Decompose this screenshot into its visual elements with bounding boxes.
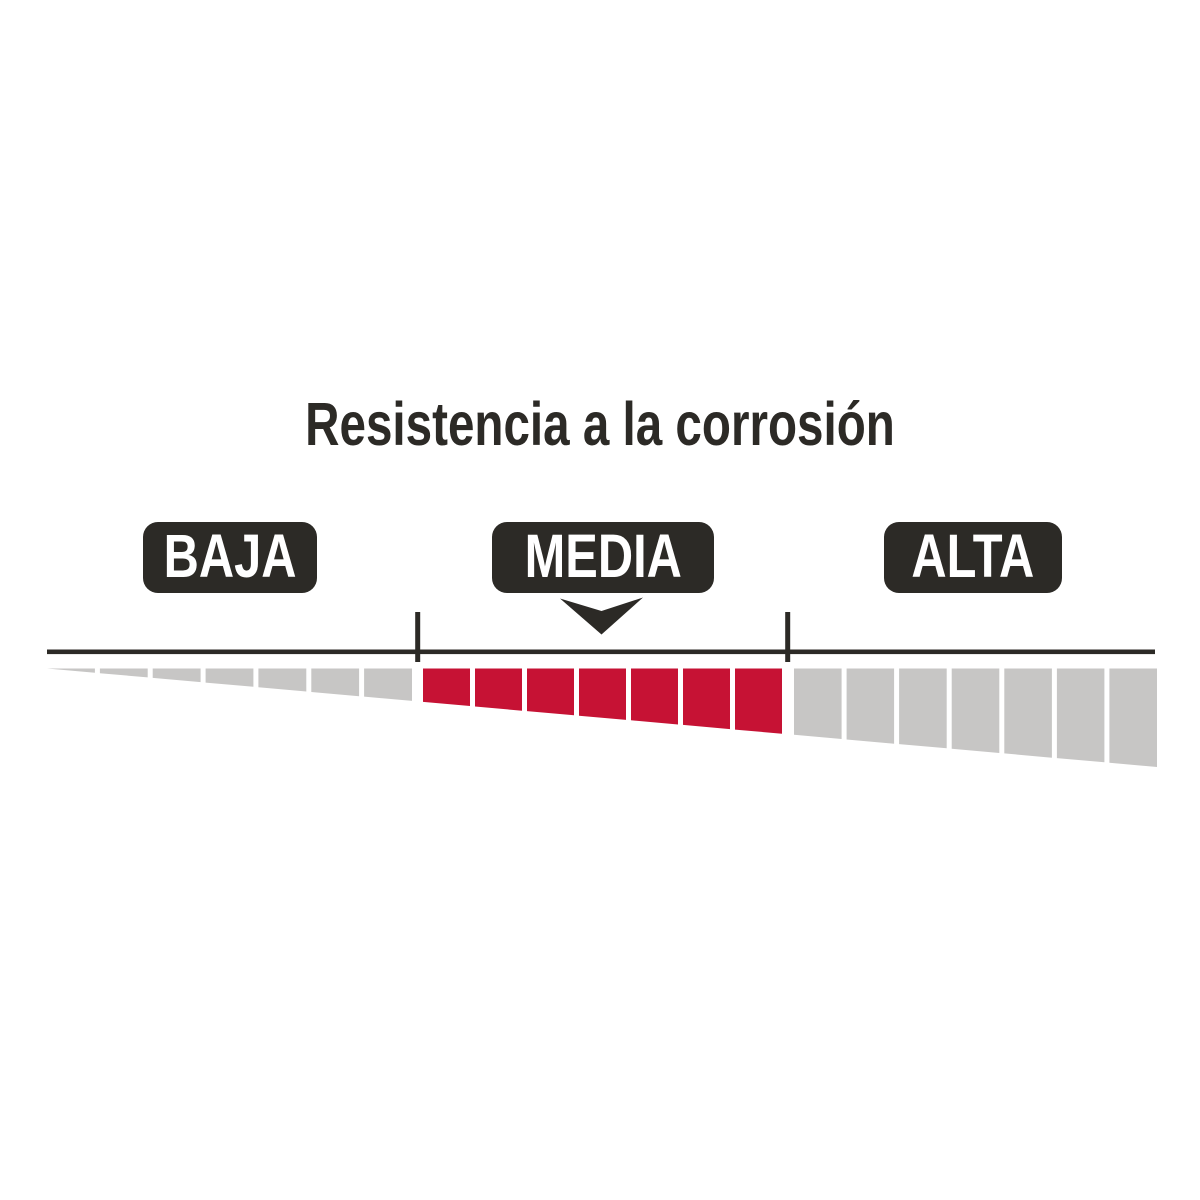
gauge-segment xyxy=(364,668,412,701)
gauge-segment xyxy=(205,668,254,687)
gauge-segment xyxy=(579,668,626,720)
level-badge-media-label: MEDIA xyxy=(524,521,682,590)
gauge-segment xyxy=(311,668,360,697)
selection-arrow-icon xyxy=(560,597,643,635)
gauge-segment xyxy=(475,668,522,711)
gauge-segment xyxy=(1004,668,1052,758)
gauge-segment xyxy=(423,668,470,706)
level-badge-alta: ALTA xyxy=(884,522,1062,593)
gauge-segment xyxy=(1056,668,1105,763)
level-badge-media: MEDIA xyxy=(492,522,714,593)
gauge-segment xyxy=(47,668,95,673)
level-badge-baja-label: BAJA xyxy=(163,521,297,590)
level-badge-baja: BAJA xyxy=(143,522,317,593)
gauge-segment xyxy=(951,668,1000,753)
gauge-segments xyxy=(47,668,1157,767)
gauge-segment xyxy=(631,668,678,725)
gauge-segment xyxy=(899,668,947,749)
gauge-segment xyxy=(683,668,730,730)
gauge-axis-line xyxy=(47,649,1155,655)
gauge-tick-left xyxy=(415,612,421,662)
gauge-segment xyxy=(735,668,782,734)
gauge-segment xyxy=(152,668,201,683)
gauge-segment xyxy=(527,668,574,716)
gauge-segment xyxy=(846,668,895,744)
gauge-tick-right xyxy=(785,612,791,662)
chart-title: Resistencia a la corrosión xyxy=(305,390,895,458)
gauge-segment xyxy=(258,668,307,692)
gauge-segment xyxy=(1109,668,1157,767)
gauge-segment xyxy=(99,668,148,678)
level-badge-alta-label: ALTA xyxy=(911,521,1035,590)
gauge-segment xyxy=(794,668,842,739)
